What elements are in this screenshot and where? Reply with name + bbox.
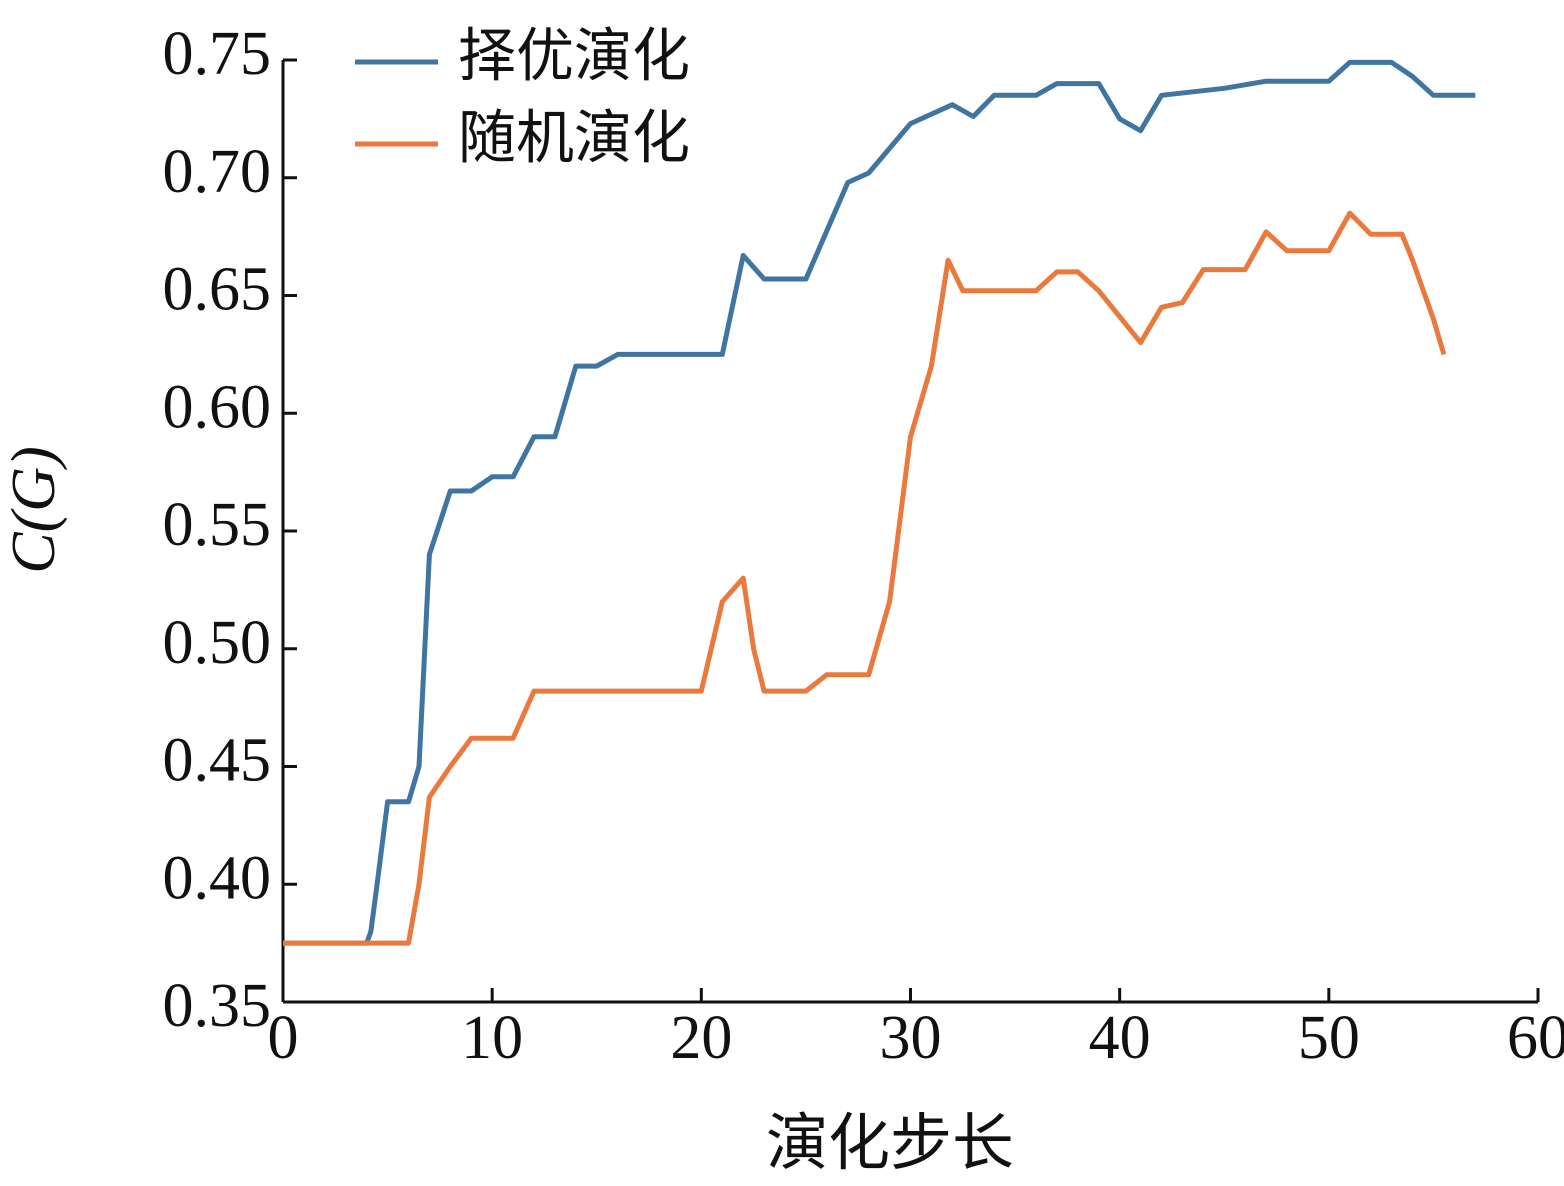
y-tick-label: 0.40 (163, 844, 272, 912)
y-tick-label: 0.35 (163, 972, 272, 1040)
y-tick-label: 0.45 (163, 727, 272, 795)
y-tick-label: 0.50 (163, 609, 272, 677)
x-tick-label: 50 (1298, 1004, 1360, 1072)
x-tick-label: 20 (670, 1004, 732, 1072)
x-tick-label: 0 (268, 1004, 299, 1072)
y-tick-label: 0.65 (163, 256, 272, 324)
y-axis-label: C(G) (0, 446, 68, 573)
y-tick-label: 0.60 (163, 373, 272, 441)
x-axis-label: 演化步长 (766, 1110, 1014, 1178)
y-tick-label: 0.75 (163, 20, 272, 88)
x-tick-label: 40 (1089, 1004, 1151, 1072)
x-tick-label: 10 (461, 1004, 523, 1072)
x-tick-label: 60 (1507, 1004, 1564, 1072)
series-line (283, 59, 1476, 946)
series-line (283, 210, 1447, 946)
y-tick-label: 0.70 (163, 138, 272, 206)
y-tick-label: 0.55 (163, 491, 272, 559)
legend-label: 择优演化 (458, 23, 690, 88)
legend-label: 随机演化 (458, 105, 690, 170)
x-tick-label: 30 (880, 1004, 942, 1072)
